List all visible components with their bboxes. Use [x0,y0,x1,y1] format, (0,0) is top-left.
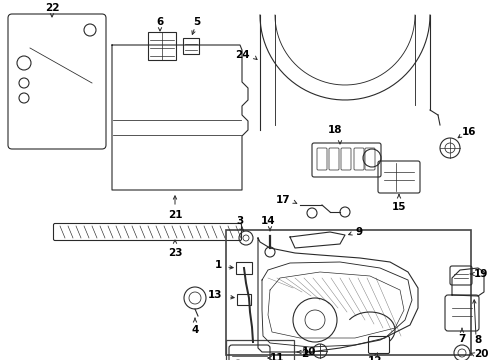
Text: 14: 14 [260,216,275,226]
Text: 5: 5 [193,17,200,27]
Text: 9: 9 [354,227,362,237]
Text: 6: 6 [156,17,163,27]
Text: 2: 2 [300,349,307,359]
Polygon shape [289,232,345,248]
Bar [225,230,470,355]
Text: 3: 3 [236,216,243,226]
Text: 24: 24 [235,50,249,60]
Text: 12: 12 [367,356,382,360]
Text: 17: 17 [275,195,289,205]
Text: 1: 1 [214,260,222,270]
Text: 20: 20 [473,349,488,359]
Text: 18: 18 [327,125,342,135]
Bar [225,340,293,360]
Text: 23: 23 [167,248,182,258]
Text: 19: 19 [473,269,488,279]
Text: 22: 22 [45,3,59,13]
Text: 16: 16 [461,127,475,137]
Text: 21: 21 [167,210,182,220]
Bar [148,32,176,60]
Text: 4: 4 [191,325,198,335]
Text: 7: 7 [457,334,465,344]
Text: 8: 8 [473,335,480,345]
Text: 13: 13 [207,290,222,300]
Text: 10: 10 [302,347,316,357]
Text: 15: 15 [391,202,406,212]
Text: 11: 11 [269,353,284,360]
Bar [183,38,199,54]
